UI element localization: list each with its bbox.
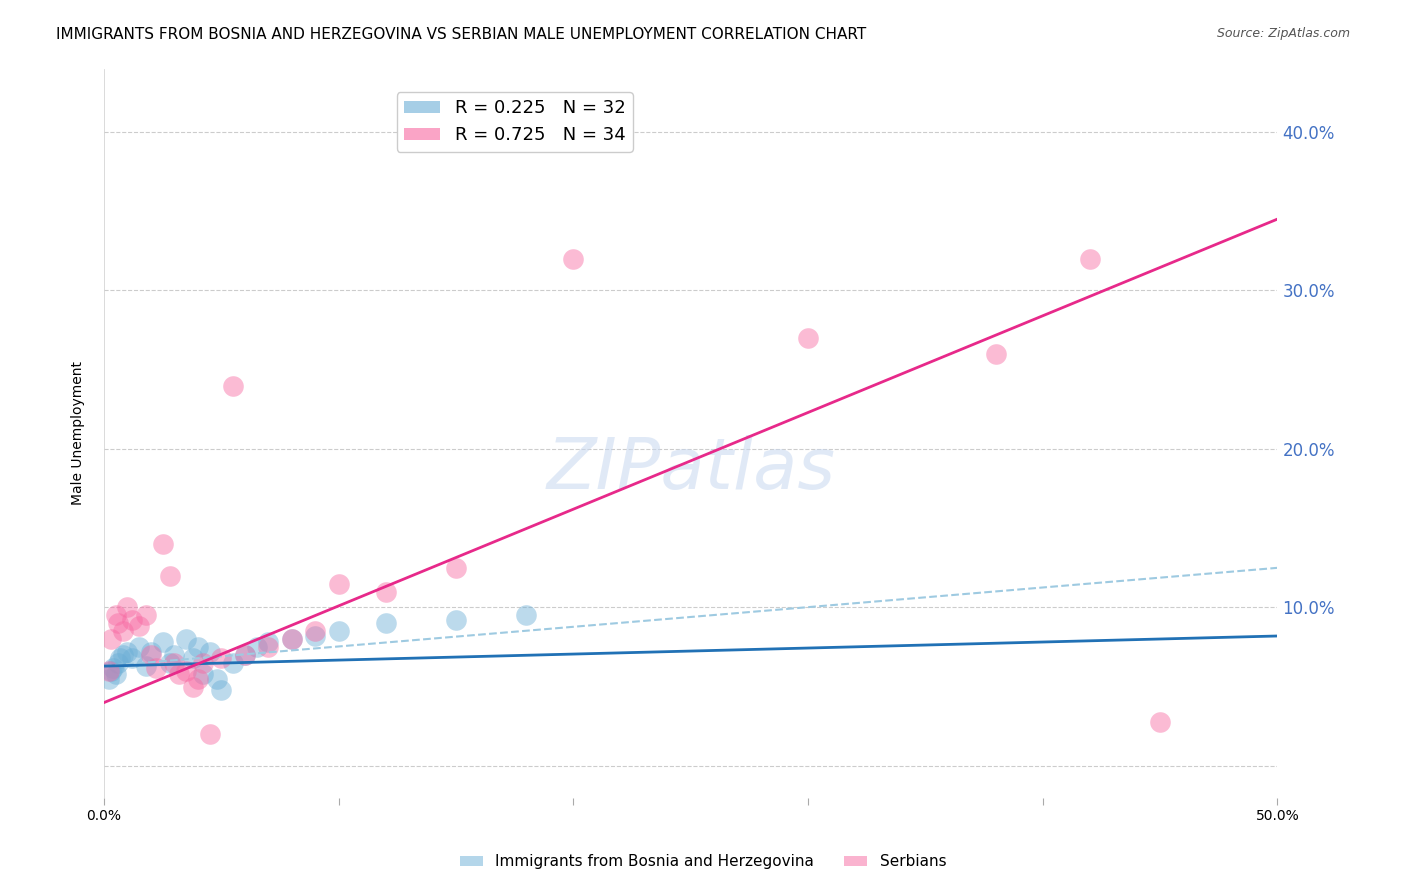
Point: [374, 584, 396, 599]
Point: [152, 537, 174, 551]
Point: [222, 378, 245, 392]
Text: Source: ZipAtlas.com: Source: ZipAtlas.com: [1216, 27, 1350, 40]
Point: [1078, 252, 1101, 266]
Text: IMMIGRANTS FROM BOSNIA AND HERZEGOVINA VS SERBIAN MALE UNEMPLOYMENT CORRELATION : IMMIGRANTS FROM BOSNIA AND HERZEGOVINA V…: [56, 27, 866, 42]
Point: [159, 656, 181, 670]
Point: [245, 640, 267, 654]
Point: [515, 608, 537, 623]
Point: [797, 331, 820, 345]
Point: [328, 576, 350, 591]
Point: [128, 619, 150, 633]
Point: [205, 672, 228, 686]
Point: [181, 680, 204, 694]
Point: [562, 252, 585, 266]
Point: [163, 648, 186, 662]
Point: [117, 645, 139, 659]
Point: [328, 624, 350, 639]
Point: [280, 632, 302, 647]
Point: [304, 624, 326, 639]
Point: [152, 635, 174, 649]
Point: [191, 667, 214, 681]
Point: [97, 672, 120, 686]
Point: [233, 648, 256, 662]
Point: [107, 656, 129, 670]
Point: [198, 727, 221, 741]
Point: [117, 600, 139, 615]
Point: [128, 640, 150, 654]
Point: [374, 616, 396, 631]
Point: [191, 656, 214, 670]
Text: ZIPatlas: ZIPatlas: [546, 435, 835, 504]
Point: [174, 664, 197, 678]
Point: [198, 645, 221, 659]
Point: [167, 667, 190, 681]
Legend: Immigrants from Bosnia and Herzegovina, Serbians: Immigrants from Bosnia and Herzegovina, …: [454, 848, 952, 875]
Point: [209, 651, 232, 665]
Point: [304, 629, 326, 643]
Point: [174, 632, 197, 647]
Point: [103, 661, 125, 675]
Point: [111, 648, 134, 662]
Point: [111, 624, 134, 639]
Point: [187, 640, 209, 654]
Point: [257, 635, 280, 649]
Point: [100, 632, 122, 647]
Point: [135, 659, 157, 673]
Point: [233, 648, 256, 662]
Point: [104, 667, 127, 681]
Y-axis label: Male Unemployment: Male Unemployment: [72, 361, 86, 505]
Point: [139, 648, 162, 662]
Point: [97, 664, 120, 678]
Point: [209, 682, 232, 697]
Point: [121, 613, 143, 627]
Point: [181, 651, 204, 665]
Point: [187, 672, 209, 686]
Point: [444, 561, 467, 575]
Point: [444, 613, 467, 627]
Point: [280, 632, 302, 647]
Point: [257, 640, 280, 654]
Point: [121, 651, 143, 665]
Point: [222, 656, 245, 670]
Point: [104, 608, 127, 623]
Point: [163, 656, 186, 670]
Point: [135, 608, 157, 623]
Point: [139, 645, 162, 659]
Point: [145, 661, 167, 675]
Point: [984, 347, 1007, 361]
Point: [100, 664, 122, 678]
Point: [159, 568, 181, 582]
Point: [1149, 714, 1171, 729]
Point: [107, 616, 129, 631]
Point: [110, 651, 132, 665]
Legend: R = 0.225   N = 32, R = 0.725   N = 34: R = 0.225 N = 32, R = 0.725 N = 34: [396, 92, 633, 152]
